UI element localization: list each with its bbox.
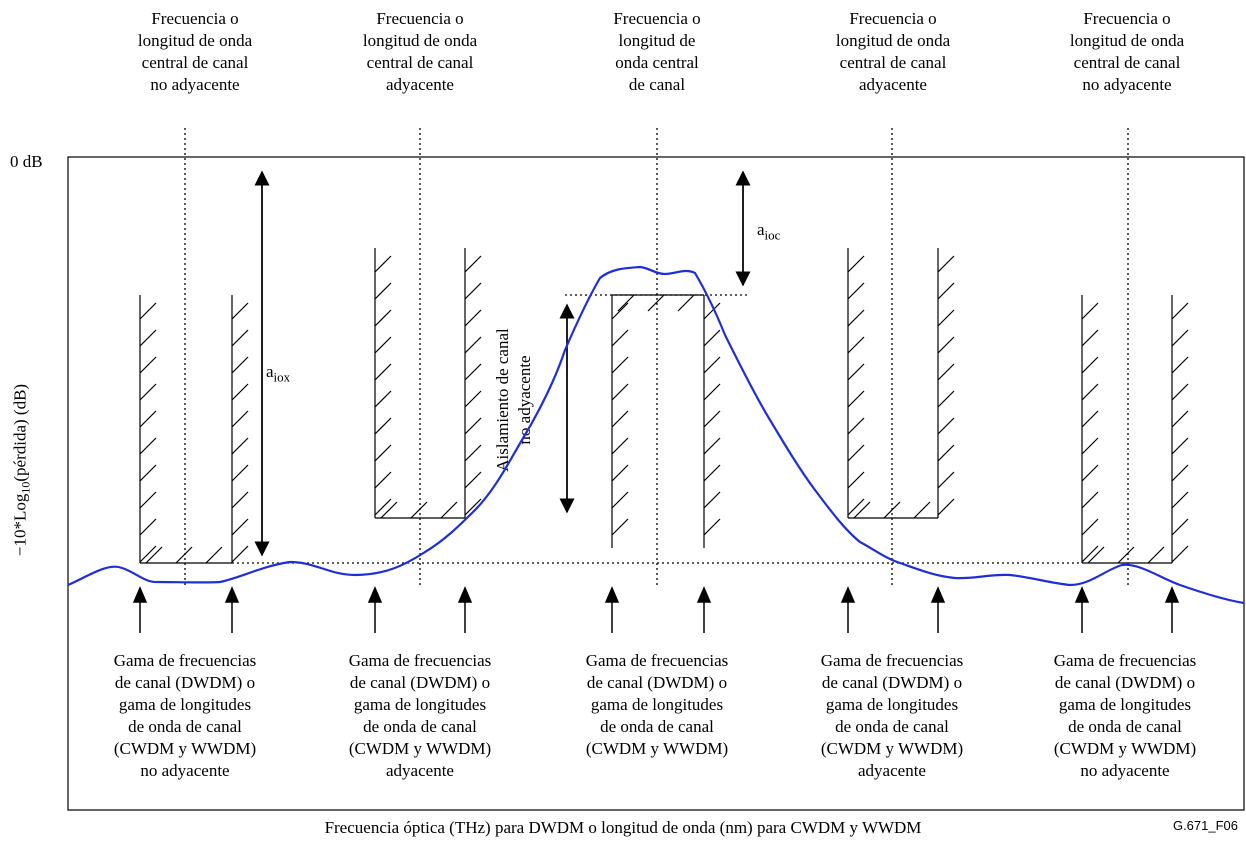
top-label-non-adjacent-right: Frecuencia o longitud de onda central de… <box>1069 9 1185 94</box>
box-adjacent-left <box>374 248 482 519</box>
range-arrow <box>1164 586 1180 633</box>
bottom-label-adjacent-right: Gama de frecuencias de canal (DWDM) o ga… <box>820 651 964 780</box>
top-label-adjacent-right: Frecuencia o longitud de onda central de… <box>835 9 951 94</box>
a-ioc-label: aioc <box>757 220 781 243</box>
box-non-adjacent-right <box>1081 295 1189 564</box>
figure-code: G.671_F06 <box>1172 818 1238 833</box>
range-arrow <box>367 586 383 633</box>
bottom-label-adjacent-left: Gama de frecuencias de canal (DWDM) o ga… <box>348 651 492 780</box>
range-arrow <box>457 586 473 633</box>
top-label-non-adjacent-left: Frecuencia o longitud de onda central de… <box>137 9 253 94</box>
range-arrow <box>604 586 620 633</box>
box-adjacent-right <box>847 248 955 519</box>
bottom-label-non-adjacent-left: Gama de frecuencias de canal (DWDM) o ga… <box>113 651 257 780</box>
range-arrow <box>132 586 148 633</box>
range-arrow <box>930 586 946 633</box>
x-axis-label: Frecuencia óptica (THz) para DWDM o long… <box>324 818 922 837</box>
a-iox-label: aiox <box>266 362 291 385</box>
reference-lines <box>232 294 1082 564</box>
measurement-arrows <box>254 170 751 557</box>
frame-border <box>67 156 1245 811</box>
bottom-label-non-adjacent-right: Gama de frecuencias de canal (DWDM) o ga… <box>1053 651 1197 780</box>
range-arrow <box>696 586 712 633</box>
top-label-central: Frecuencia o longitud de onda central de… <box>613 9 701 94</box>
range-arrow <box>840 586 856 633</box>
center-lines <box>184 128 1129 585</box>
range-arrow <box>224 586 240 633</box>
top-label-adjacent-left: Frecuencia o longitud de onda central de… <box>362 9 478 94</box>
range-arrow <box>1074 586 1090 633</box>
zero-db-label: 0 dB <box>10 152 43 171</box>
spectrum-curve <box>67 265 1245 605</box>
box-non-adjacent-left <box>139 295 249 564</box>
box-central <box>611 294 721 548</box>
bottom-label-central: Gama de frecuencias de canal (DWDM) o ga… <box>585 651 729 758</box>
